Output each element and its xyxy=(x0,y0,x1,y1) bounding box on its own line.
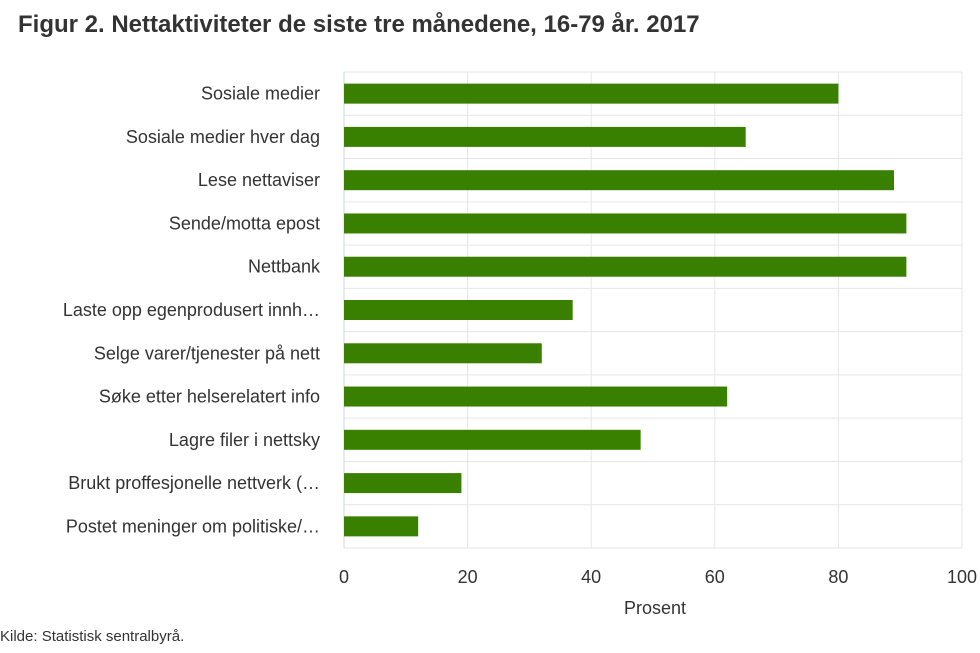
chart-title: Figur 2. Nettaktiviteter de siste tre må… xyxy=(18,11,700,38)
bar xyxy=(344,386,728,407)
x-tick-label: 40 xyxy=(581,567,601,587)
category-label: Lagre filer i nettsky xyxy=(169,430,320,450)
x-tick-label: 60 xyxy=(705,567,725,587)
x-tick-label: 0 xyxy=(339,567,349,587)
grid-layer xyxy=(343,71,963,549)
category-label: Laste opp egenprodusert innh… xyxy=(63,300,320,320)
source-note: Kilde: Statistisk sentralbyrå. xyxy=(0,628,185,645)
category-label: Sosiale medier hver dag xyxy=(126,127,320,147)
bar-layer xyxy=(344,83,907,537)
x-tick-label: 80 xyxy=(828,567,848,587)
category-label: Lese nettaviser xyxy=(198,170,320,190)
bar xyxy=(344,516,419,537)
bar xyxy=(344,473,462,494)
x-axis-label: Prosent xyxy=(624,598,686,618)
bar xyxy=(344,126,746,147)
category-label: Sosiale medier xyxy=(201,84,320,104)
bar xyxy=(344,300,573,320)
category-label: Søke etter helserelatert info xyxy=(99,387,320,407)
bar xyxy=(344,343,542,364)
category-label: Postet meninger om politiske/… xyxy=(66,516,320,536)
bar xyxy=(344,170,895,191)
bar xyxy=(344,83,839,104)
bar xyxy=(344,256,907,277)
category-label: Selge varer/tjenester på nett xyxy=(94,343,320,363)
bar xyxy=(344,429,641,450)
category-label: Brukt proffesjonelle nettverk (… xyxy=(68,473,320,493)
tick-label-layer: 0 20 40 60 80 100 xyxy=(339,567,977,587)
category-label: Sende/motta epost xyxy=(169,213,320,233)
x-tick-label: 100 xyxy=(947,567,977,587)
x-tick-label: 20 xyxy=(458,567,478,587)
category-label: Nettbank xyxy=(248,257,321,277)
category-label-layer: Sosiale medier Sosiale medier hver dag Les… xyxy=(63,84,321,537)
bar xyxy=(344,213,907,234)
